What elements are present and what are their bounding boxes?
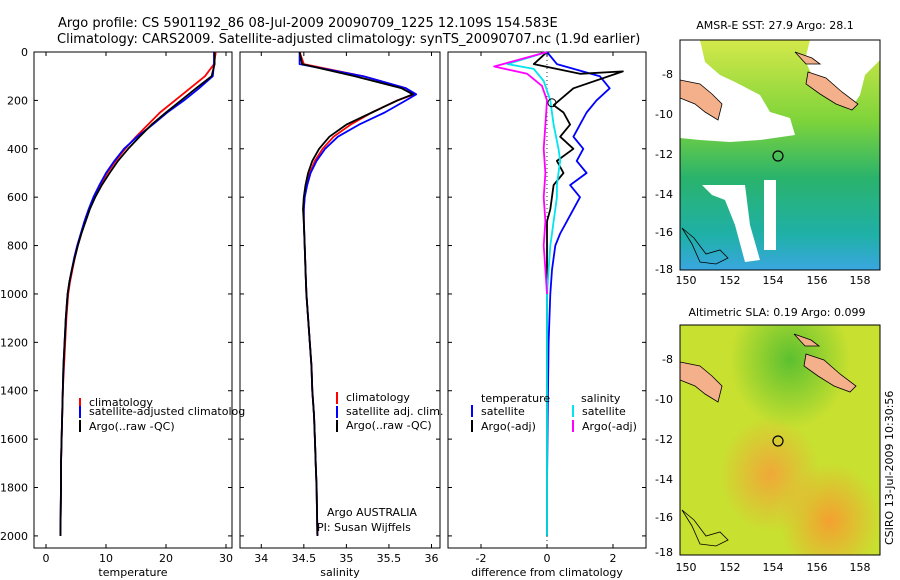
legend-header-salinity: salinity [581,392,621,405]
legend-label-satellite: satellite adj. clim. [346,405,443,418]
sla-ytick-label: -10 [655,393,673,406]
legend-label-argo: Argo(..raw -QC) [346,419,432,432]
x-tick-label: 34.5 [292,552,317,565]
series-line-temperature-satellite [546,51,611,536]
sla-anomaly-low [680,325,880,555]
sst-land-island [794,51,822,65]
sst-map-frame [679,39,881,271]
legend-label-climatology: climatology [89,396,153,409]
salinity-panel: 34 34.5 35 35.5 36 salinity [239,51,441,579]
sst-coastline-australia [681,227,729,265]
sla-map-title: Altimetric SLA: 0.19 Argo: 0.099 [688,306,865,319]
salinity-legend: climatology satellite adj. clim. Argo(..… [317,391,443,534]
legend-label-satellite: satellite-adjusted climatolog [89,405,245,418]
y-tick-label: 1200 [0,336,28,349]
sla-xtick-label: 154 [763,561,784,574]
header-line-1: Argo profile: CS 5901192_86 08-Jul-2009 … [58,16,558,31]
sla-xtick-label: 152 [720,561,741,574]
plot-frame [239,51,441,549]
y-tick-label: 1000 [0,288,28,301]
series-line-argo-raw-qc [298,51,414,536]
sla-land-solomon [803,353,857,393]
header-line-2: Climatology: CARS2009. Satellite-adjuste… [57,32,640,47]
y-tick-label: 0 [21,46,28,59]
sst-map: AMSR-E SST: 27.9 Argo: 28.1 -8 -10 -12 -… [655,19,881,287]
sla-map: Altimetric SLA: 0.19 Argo: 0.099 -8 -10 … [655,306,881,574]
y-tick-label: 800 [7,240,28,253]
x-axis-label: salinity [320,566,360,579]
y-tick-label: 2000 [0,530,28,543]
sla-ytick-label: -12 [655,433,673,446]
sst-ytick-label: -12 [655,148,673,161]
x-axis-label: difference from climatology [471,566,623,579]
side-timestamp-label: CSIRO 13-Jul-2009 10:30:56 [883,391,896,545]
x-tick-label: 0 [544,552,551,565]
y-tick-label: 600 [7,191,28,204]
sla-ytick-label: -8 [662,353,673,366]
argo-float-marker [772,150,784,162]
sst-xtick-label: 154 [763,274,784,287]
sst-ytick-label: -18 [655,263,673,276]
y-tick-label: 1800 [0,482,28,495]
legend-label-temp-argo: Argo(-adj) [481,420,536,433]
x-tick-label: 30 [219,552,233,565]
sla-land-island [793,333,821,347]
legend-label-sal-satellite: satellite [582,405,626,418]
x-tick-label: 35 [339,552,353,565]
sst-missing-region [764,180,776,250]
annotation-pi: PI: Susan Wijffels [317,521,411,534]
series-line-salinity-argo-adj [493,51,548,295]
legend-label-temp-satellite: satellite [481,405,525,418]
sst-ytick-label: -10 [655,108,673,121]
plot-frame [33,51,233,549]
sla-land-papua [679,361,723,403]
annotation-argo-australia: Argo AUSTRALIA [327,506,417,519]
x-tick-label: 34 [254,552,268,565]
series-line-argo-raw-qc [59,52,216,536]
sst-ytick-label: -14 [655,188,673,201]
sst-ytick-label: -8 [662,68,673,81]
sst-land-papua [679,79,723,121]
sst-land-solomon [805,71,859,111]
legend-header-temperature: temperature [481,392,550,405]
y-tick-label: 1600 [0,433,28,446]
x-tick-label: 0 [43,552,50,565]
sst-missing-region [680,40,795,142]
sst-map-title: AMSR-E SST: 27.9 Argo: 28.1 [696,19,854,32]
sst-missing-region [702,185,760,262]
legend-label-sal-argo: Argo(-adj) [582,420,637,433]
sla-coastline-australia [681,509,729,547]
x-tick-label: 10 [99,552,113,565]
y-tick-label: 200 [7,94,28,107]
sla-xtick-label: 150 [676,561,697,574]
argo-float-marker [772,435,784,447]
x-tick-label: 36 [424,552,438,565]
sla-xtick-label: 158 [850,561,871,574]
sla-ytick-label: -16 [655,511,673,524]
sla-ytick-label: -14 [655,473,673,486]
sst-ytick-label: -16 [655,226,673,239]
mixed-layer-marker [547,98,557,108]
legend-label-argo: Argo(..raw -QC) [89,420,175,433]
legend-label-climatology: climatology [346,391,410,404]
sla-xtick-label: 156 [807,561,828,574]
sst-xtick-label: 152 [720,274,741,287]
x-tick-label: 35.5 [377,552,402,565]
x-tick-label: -2 [476,552,487,565]
x-tick-label: 20 [159,552,173,565]
sst-xtick-label: 150 [676,274,697,287]
difference-legend: temperature salinity satellite Argo(-adj… [471,392,637,433]
sla-map-frame [679,324,881,556]
sst-xtick-label: 158 [850,274,871,287]
temperature-panel: 0 10 20 30 0 200 400 600 800 1000 1200 1400 1600 1800… [0,46,233,579]
y-tick-label: 1400 [0,385,28,398]
sla-ytick-label: -18 [655,546,673,559]
sst-xtick-label: 156 [807,274,828,287]
temperature-legend: climatology satellite-adjusted climatolo… [79,396,245,433]
y-tick-label: 400 [7,143,28,156]
x-tick-label: 2 [610,552,617,565]
x-axis-label: temperature [98,566,167,579]
